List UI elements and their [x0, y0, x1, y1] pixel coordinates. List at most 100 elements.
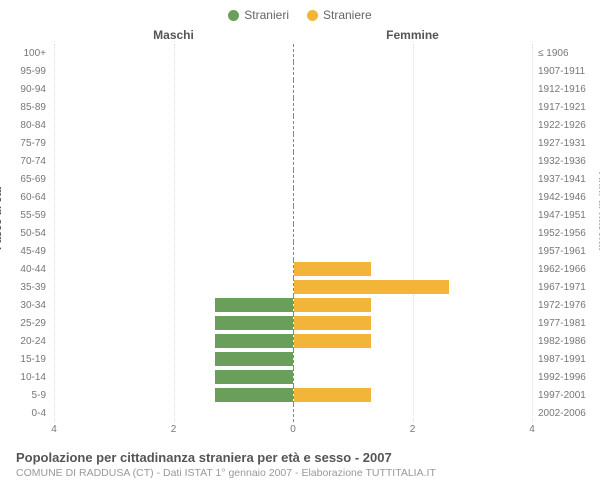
male-half — [54, 368, 294, 386]
female-half — [294, 134, 533, 152]
pyramid-row: 80-841922-1926 — [54, 116, 532, 134]
female-half — [294, 242, 533, 260]
y-axis-label-left: Fasce di età — [0, 187, 4, 250]
birth-year-label: 1947-1951 — [534, 210, 588, 221]
female-half — [294, 314, 533, 332]
birth-year-label: 1917-1921 — [534, 102, 588, 113]
birth-year-label: 1962-1966 — [534, 264, 588, 275]
age-label: 85-89 — [12, 102, 50, 113]
birth-year-label: 1912-1916 — [534, 84, 588, 95]
chart-legend: Stranieri Straniere — [12, 8, 588, 22]
age-label: 45-49 — [12, 246, 50, 257]
female-half — [294, 278, 533, 296]
male-half — [54, 134, 294, 152]
grid-line — [532, 44, 533, 422]
x-tick: 4 — [529, 424, 535, 435]
age-label: 65-69 — [12, 174, 50, 185]
male-half — [54, 170, 294, 188]
male-bar — [215, 298, 293, 312]
legend-swatch-females — [307, 10, 318, 21]
male-half — [54, 260, 294, 278]
female-half — [294, 170, 533, 188]
age-label: 75-79 — [12, 138, 50, 149]
pyramid-row: 0-42002-2006 — [54, 404, 532, 422]
header-females: Femmine — [293, 28, 532, 42]
male-half — [54, 80, 294, 98]
birth-year-label: 1977-1981 — [534, 318, 588, 329]
male-half — [54, 278, 294, 296]
male-half — [54, 62, 294, 80]
x-tick: 2 — [171, 424, 177, 435]
pyramid-row: 70-741932-1936 — [54, 152, 532, 170]
female-bar — [294, 262, 372, 276]
age-label: 95-99 — [12, 66, 50, 77]
female-half — [294, 368, 533, 386]
female-half — [294, 332, 533, 350]
legend-label-females: Straniere — [323, 8, 372, 22]
birth-year-label: 1927-1931 — [534, 138, 588, 149]
pyramid-row: 55-591947-1951 — [54, 206, 532, 224]
birth-year-label: 1982-1986 — [534, 336, 588, 347]
legend-label-males: Stranieri — [244, 8, 289, 22]
male-bar — [215, 352, 293, 366]
pyramid-row: 60-641942-1946 — [54, 188, 532, 206]
age-label: 60-64 — [12, 192, 50, 203]
age-label: 35-39 — [12, 282, 50, 293]
y-axis-label-right: Anni di nascita — [596, 172, 600, 250]
female-half — [294, 404, 533, 422]
male-half — [54, 44, 294, 62]
age-label: 80-84 — [12, 120, 50, 131]
x-axis-left: 024 — [54, 424, 293, 440]
x-tick: 2 — [410, 424, 416, 435]
birth-year-label: 1952-1956 — [534, 228, 588, 239]
male-half — [54, 296, 294, 314]
pyramid-row: 30-341972-1976 — [54, 296, 532, 314]
female-half — [294, 152, 533, 170]
header-males: Maschi — [54, 28, 293, 42]
male-half — [54, 98, 294, 116]
birth-year-label: 2002-2006 — [534, 408, 588, 419]
birth-year-label: 1957-1961 — [534, 246, 588, 257]
male-half — [54, 188, 294, 206]
female-half — [294, 188, 533, 206]
female-bar — [294, 388, 372, 402]
female-half — [294, 386, 533, 404]
pyramid-row: 95-991907-1911 — [54, 62, 532, 80]
pyramid-row: 90-941912-1916 — [54, 80, 532, 98]
female-half — [294, 224, 533, 242]
pyramid-row: 15-191987-1991 — [54, 350, 532, 368]
female-half — [294, 80, 533, 98]
female-half — [294, 98, 533, 116]
male-bar — [215, 388, 293, 402]
male-half — [54, 152, 294, 170]
female-bar — [294, 298, 372, 312]
male-half — [54, 206, 294, 224]
pyramid-row: 50-541952-1956 — [54, 224, 532, 242]
male-half — [54, 350, 294, 368]
birth-year-label: 1992-1996 — [534, 372, 588, 383]
birth-year-label: 1922-1926 — [534, 120, 588, 131]
female-half — [294, 350, 533, 368]
birth-year-label: 1942-1946 — [534, 192, 588, 203]
age-label: 30-34 — [12, 300, 50, 311]
plot-area: 100+≤ 190695-991907-191190-941912-191685… — [54, 44, 532, 422]
age-label: 15-19 — [12, 354, 50, 365]
age-label: 70-74 — [12, 156, 50, 167]
age-label: 50-54 — [12, 228, 50, 239]
male-half — [54, 386, 294, 404]
female-half — [294, 44, 533, 62]
age-label: 0-4 — [12, 408, 50, 419]
x-axis-right: 24 — [293, 424, 532, 440]
age-label: 5-9 — [12, 390, 50, 401]
population-pyramid-chart: Stranieri Straniere Maschi Femmine Fasce… — [0, 0, 600, 500]
male-half — [54, 404, 294, 422]
female-bar — [294, 334, 372, 348]
legend-item-males: Stranieri — [228, 8, 289, 22]
pyramid-row: 75-791927-1931 — [54, 134, 532, 152]
male-half — [54, 224, 294, 242]
female-half — [294, 296, 533, 314]
female-half — [294, 260, 533, 278]
birth-year-label: 1967-1971 — [534, 282, 588, 293]
age-label: 20-24 — [12, 336, 50, 347]
female-bar — [294, 316, 372, 330]
